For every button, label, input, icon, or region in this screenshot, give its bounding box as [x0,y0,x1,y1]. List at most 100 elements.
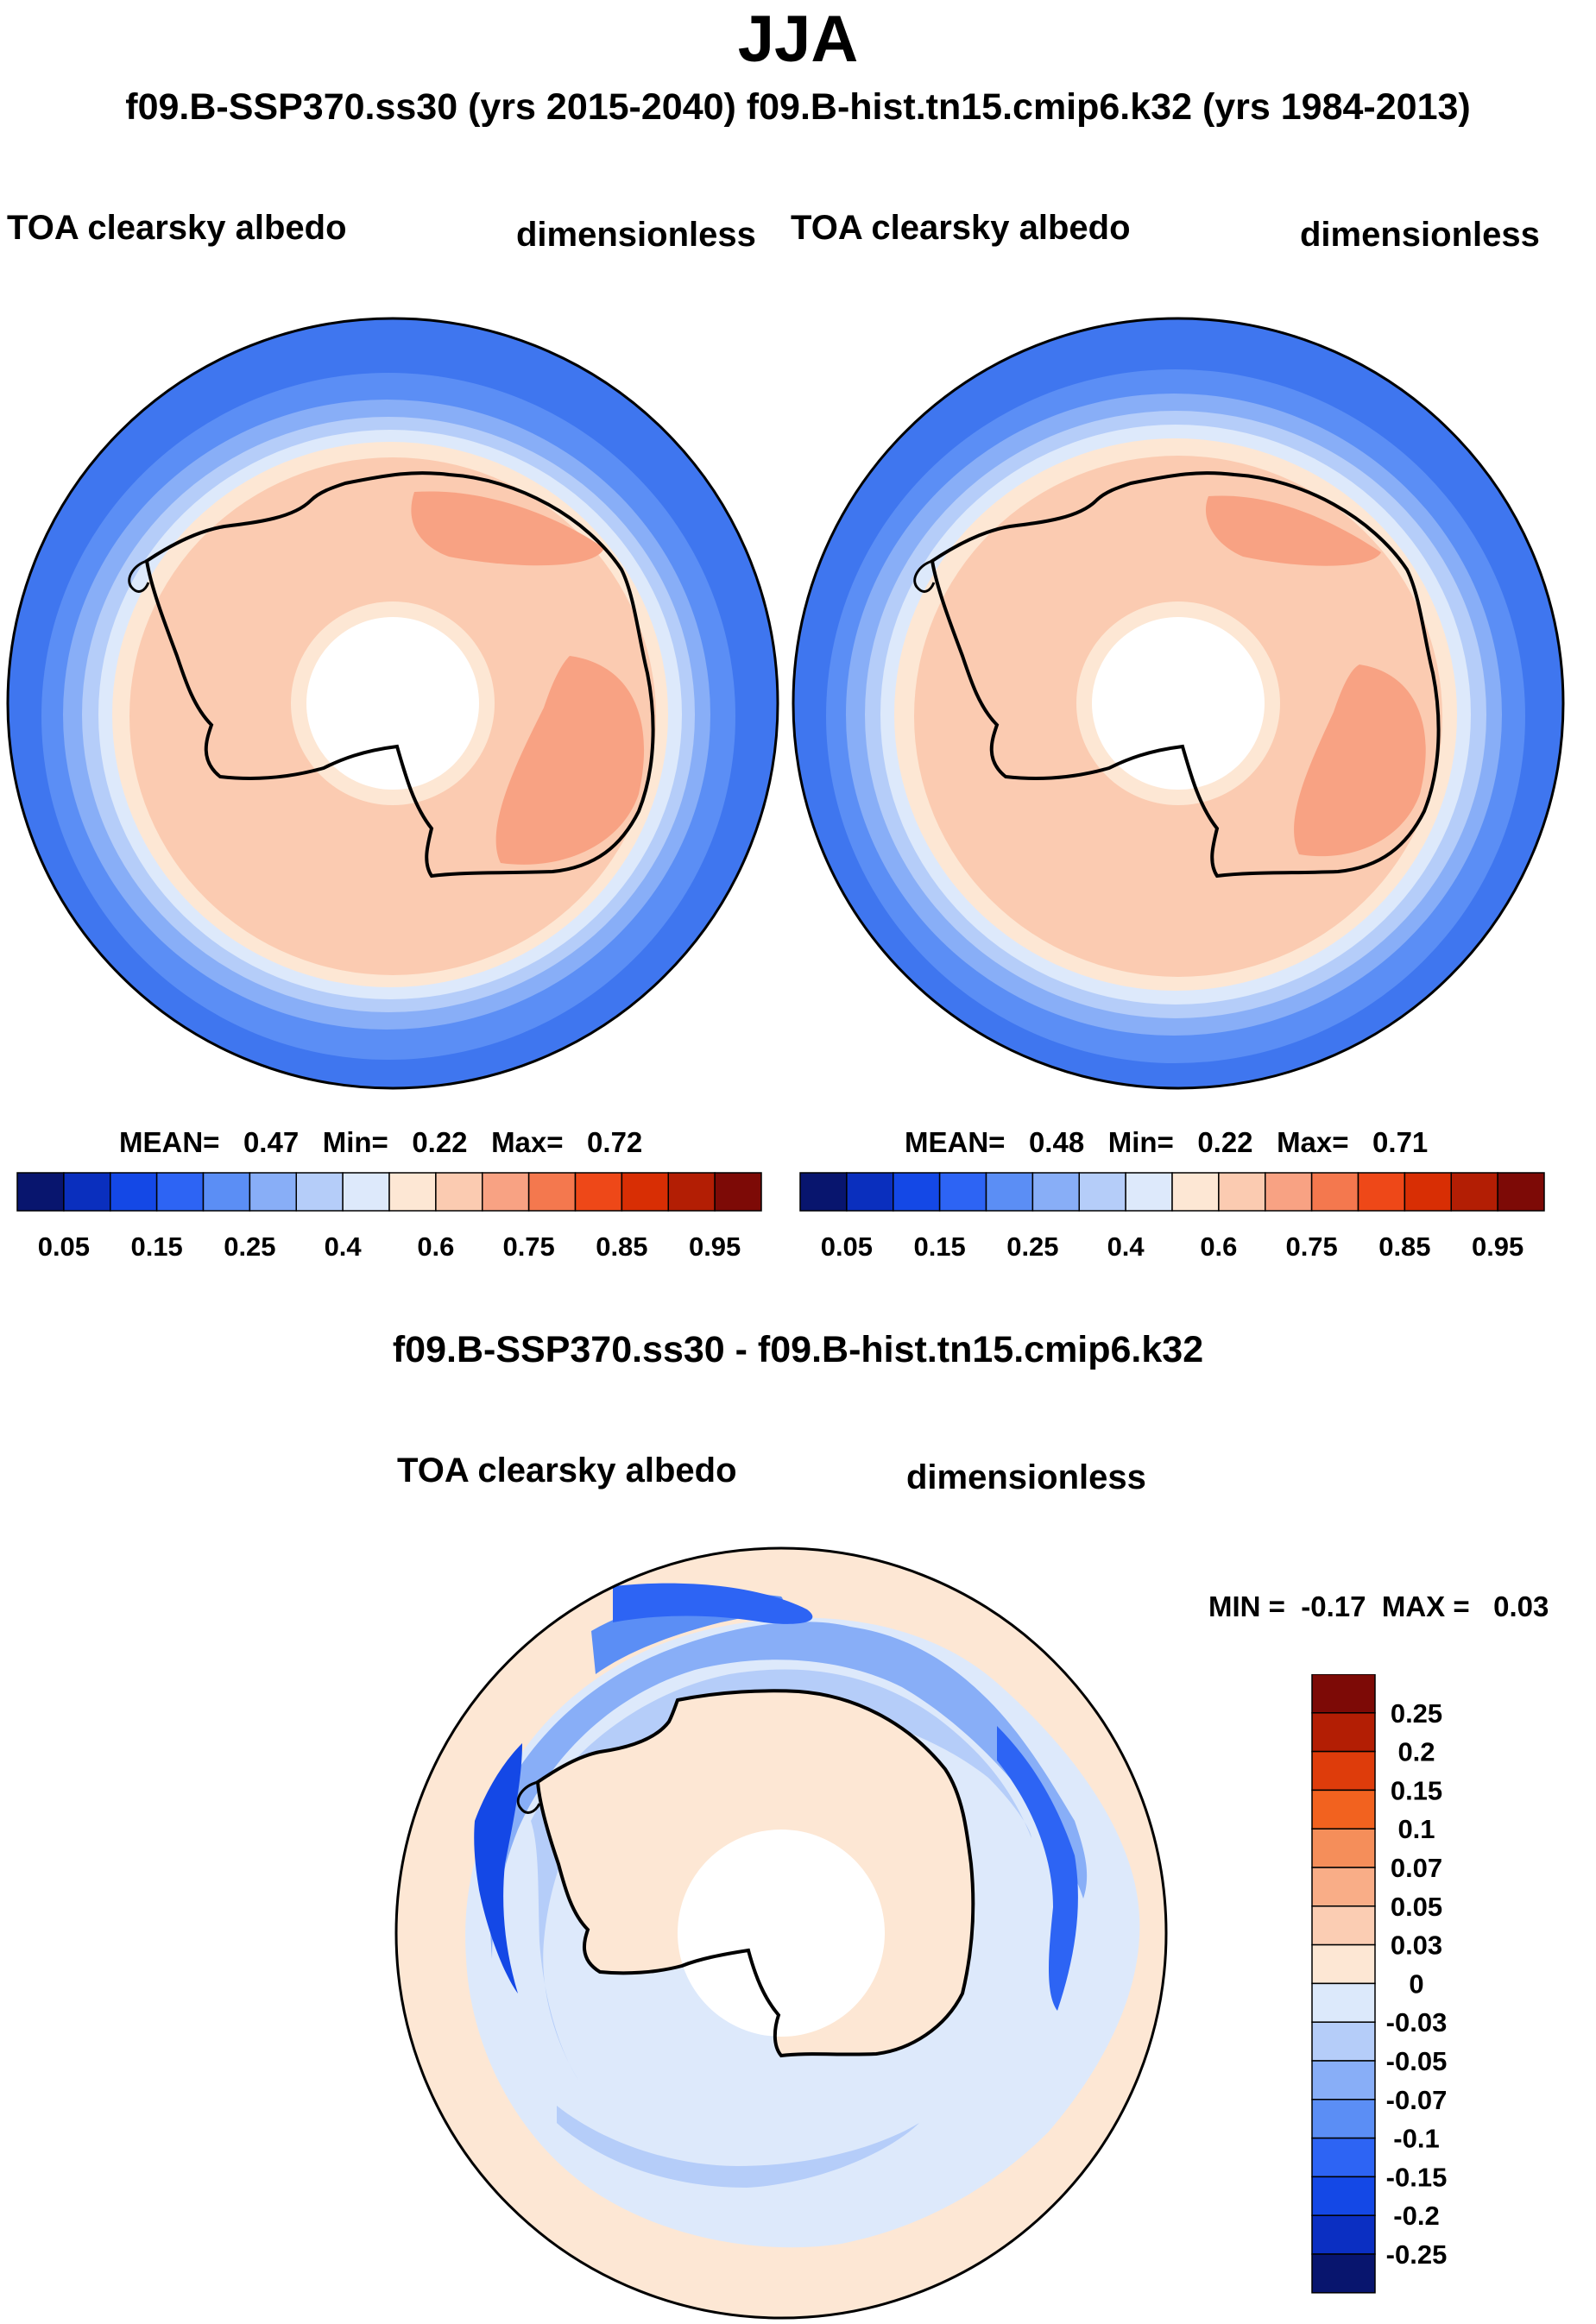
panel2-map [792,317,1565,1090]
panel2-max-label: Max= [1277,1126,1349,1158]
panel1-colorbar-swatch [16,1172,65,1212]
panel2-colorbar-swatch [1404,1172,1452,1212]
panel3-colorbar-swatch [1311,2214,1376,2255]
panel2-colorbar-swatch [846,1172,894,1212]
panel3-colorbar-swatch [1311,2060,1376,2100]
panel2-colorbar-swatch [799,1172,848,1212]
panel1-colorbar-swatch [482,1172,530,1212]
panel3-colorbar-swatch [1311,1943,1376,1985]
panel2-stats: MEAN= 0.48 Min= 0.22 Max= 0.71 [905,1126,1428,1159]
panel1-min-label: Min= [322,1126,388,1158]
panel3-units-label: dimensionless [906,1458,1146,1496]
panel2-colorbar-swatch [1497,1172,1545,1212]
panel3-colorbar-tick-label: -0.25 [1386,2239,1448,2270]
panel3-colorbar-tick-label: -0.15 [1386,2162,1448,2192]
panel2-colorbar-tick-label: 0.75 [1285,1231,1337,1262]
panel3-pole-hole [678,1830,885,2037]
panel2-colorbar-swatch [938,1172,987,1212]
panel2-colorbar-swatch [1078,1172,1126,1212]
panel3-colorbar-tick-label: 0.05 [1391,1892,1442,1922]
panel2-units-label: dimensionless [1300,216,1540,254]
panel3-colorbar-tick-label: -0.05 [1386,2046,1448,2076]
panel3-negative-band-south [557,2106,919,2188]
panel1-max-value: 0.72 [587,1126,643,1158]
panel1-high-albedo-south [495,656,645,865]
panel2-min-value: 0.22 [1197,1126,1253,1158]
panel1-coastline [144,471,655,879]
panel2-colorbar-tick-label: 0.15 [913,1231,965,1262]
panel2-boundary [792,317,1565,1090]
panel1-colorbar-swatch [714,1172,762,1212]
panel1-high-albedo-east [411,491,604,566]
panel1-colorbar-swatch [295,1172,344,1212]
panel2-colorbar-swatch [1310,1172,1359,1212]
panel1-colorbar-swatch [574,1172,623,1212]
panel1-colorbar-tick-label: 0.85 [596,1231,647,1262]
panel1-stats: MEAN= 0.47 Min= 0.22 Max= 0.72 [119,1126,642,1159]
panel2-mean-label: MEAN= [905,1126,1006,1158]
panel2-max-value: 0.71 [1372,1126,1429,1158]
panel1-max-label: Max= [491,1126,564,1158]
panel3-colorbar: 0.25 0.2 0.15 0.1 0.07 0.05 0.03 0 -0.03 -0.05 -0.… [1311,1674,1448,2294]
diff-title: f09.B-SSP370.ss30 - f09.B-hist.tn15.cmip… [392,1329,1204,1370]
panel3-map [394,1546,1168,2320]
panel2-colorbar-tick-label: 0.85 [1378,1231,1430,1262]
panel3-colorbar-swatch [1311,2253,1376,2294]
panel3-max-label: MAX = [1381,1590,1470,1622]
panel3-colorbar-swatch [1311,1867,1376,1907]
panel3-colorbar-swatch [1311,2021,1376,2062]
panel1-colorbar-swatch [202,1172,251,1212]
panel3-negative-band-2 [487,1622,1088,1959]
panel1-min-value: 0.22 [412,1126,468,1158]
panel2-colorbar-swatch [1357,1172,1406,1212]
panel3-colorbar-swatch [1311,1789,1376,1830]
page-subtitle: f09.B-SSP370.ss30 (yrs 2015-2040) f09.B-… [125,86,1471,128]
panel1-colorbar-swatch [621,1172,669,1212]
panel1-colorbar-swatch [388,1172,437,1212]
panel3-colorbar-swatch [1311,1982,1376,2023]
panel1-colorbar-swatch [342,1172,390,1212]
panel1-colorbar-tick-label: 0.6 [417,1231,454,1262]
panel1-colorbar-swatch [155,1172,205,1212]
panel1-colorbar-swatch [527,1172,577,1212]
panel2-colorbar-swatch [1218,1172,1266,1212]
panel2-colorbar-tick-label: 0.05 [821,1231,873,1262]
panel2-colorbar-swatch [1450,1172,1498,1212]
panel3-coastline [535,1689,975,2058]
panel2-colorbar-tick-label: 0.95 [1472,1231,1523,1262]
panel3-strong-negative-west [474,1743,522,1993]
panel2-colorbar-tick-label: 0.6 [1200,1231,1237,1262]
panel3-colorbar-swatch [1311,2137,1376,2178]
panel1-colorbar-tick-label: 0.95 [689,1231,741,1262]
panel3-colorbar-tick-label: 0.03 [1391,1930,1442,1961]
panel3-colorbar-tick-label: -0.03 [1386,2007,1448,2037]
panel2-colorbar: 0.05 0.15 0.25 0.4 0.6 0.75 0.85 0.95 [799,1172,1545,1262]
panel2-high-albedo-east [1205,495,1381,566]
panel3-strong-negative-north [613,1583,813,1624]
panel3-colorbar-tick-label: 0 [1409,1968,1423,1999]
panel2-colorbar-swatch [893,1172,941,1212]
panel1-map [6,317,779,1090]
panel3-colorbar-swatch [1311,1712,1376,1753]
panel3-stats: MIN = -0.17 MAX = 0.03 [1208,1590,1549,1623]
panel3-boundary [394,1546,1168,2320]
panel2-min-label: Min= [1107,1126,1174,1158]
panel3-colorbar-swatch [1311,1750,1376,1792]
panel3-colorbar-tick-label: -0.1 [1393,2124,1439,2154]
panel3-min-value: -0.17 [1301,1590,1366,1622]
panel2-colorbar-tick-label: 0.4 [1107,1231,1145,1262]
panel1-colorbar-swatch [63,1172,111,1212]
panel2-colorbar-swatch [1265,1172,1313,1212]
panel3-colorbar-tick-label: -0.2 [1393,2201,1439,2231]
panel3-max-value: 0.03 [1493,1590,1549,1622]
panel2-colorbar-swatch [1031,1172,1080,1212]
panel3-strong-negative-east [997,1726,1078,2011]
panel3-colorbar-swatch [1311,1828,1376,1868]
panel1-colorbar-tick-label: 0.75 [502,1231,554,1262]
panel2-high-albedo-south [1294,664,1426,857]
panel1-colorbar-tick-label: 0.4 [325,1231,363,1262]
panel3-colorbar-swatch [1311,2099,1376,2139]
panel3-variable-label: TOA clearsky albedo [397,1452,737,1490]
panel3-colorbar-tick-label: 0.25 [1391,1698,1442,1729]
panel3-colorbar-tick-label: 0.1 [1397,1814,1435,1844]
